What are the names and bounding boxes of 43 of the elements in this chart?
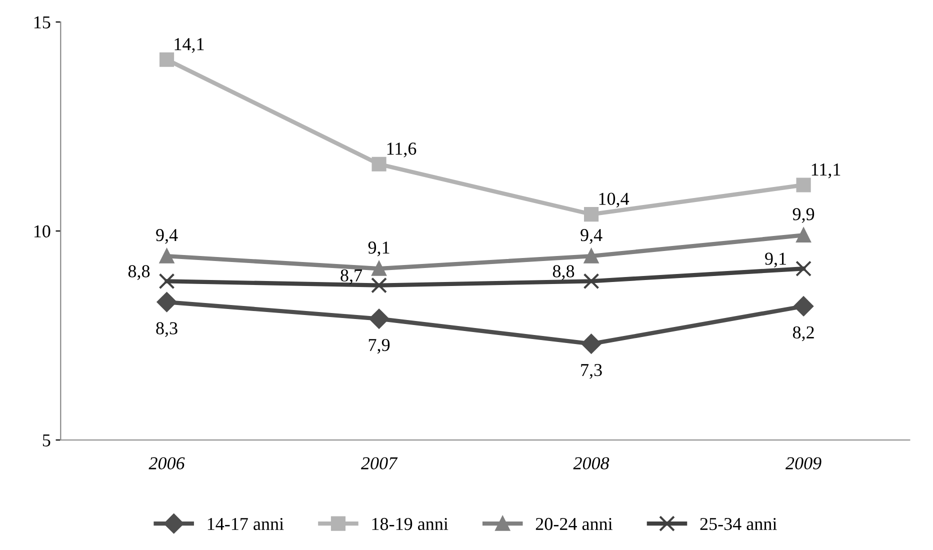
point (796, 178, 811, 192)
data-label: 9,4 (156, 229, 178, 244)
data-label: 9,9 (792, 208, 814, 223)
point (159, 52, 174, 67)
point (158, 273, 175, 290)
point (584, 206, 599, 222)
point (796, 228, 811, 242)
legend-label: 25-34 anni (700, 518, 777, 530)
x-tick-label: 2008 (573, 457, 610, 470)
data-label: 7,3 (581, 364, 602, 379)
point (372, 261, 386, 276)
data-label: 9,4 (580, 229, 602, 244)
data-label: 7,9 (368, 338, 390, 354)
data-label: 8,2 (792, 326, 814, 342)
data-label: 9,1 (765, 252, 786, 268)
legend-label: 18-19 anni (372, 518, 448, 530)
point (369, 308, 389, 329)
x-tick-label: 2006 (148, 457, 185, 470)
data-label: 8,8 (128, 265, 150, 280)
data-label: 11,6 (387, 142, 416, 158)
x-tick-label: 2007 (360, 457, 398, 470)
data-label: 14,1 (174, 38, 204, 53)
data-label: 9,1 (368, 242, 390, 256)
point (794, 296, 814, 316)
point (581, 334, 602, 354)
data-label: 11,1 (812, 164, 840, 178)
legend-label: 20-24 anni (536, 518, 612, 530)
point (796, 260, 812, 277)
data-label: 8,8 (552, 265, 574, 280)
y-tick-label: 10 (34, 225, 50, 238)
data-label: 10,4 (599, 192, 630, 208)
point (156, 292, 177, 312)
point (583, 273, 600, 290)
y-tick-label: 15 (34, 16, 50, 28)
data-label: 8,7 (340, 269, 362, 284)
point (372, 156, 386, 172)
point (159, 248, 174, 264)
data-label: 8,3 (156, 322, 178, 337)
legend-label: 14-17 anni (208, 518, 284, 530)
point (371, 277, 388, 294)
y-tick-label: 5 (42, 434, 50, 446)
x-tick-label: 2009 (786, 457, 822, 470)
point (584, 248, 599, 264)
